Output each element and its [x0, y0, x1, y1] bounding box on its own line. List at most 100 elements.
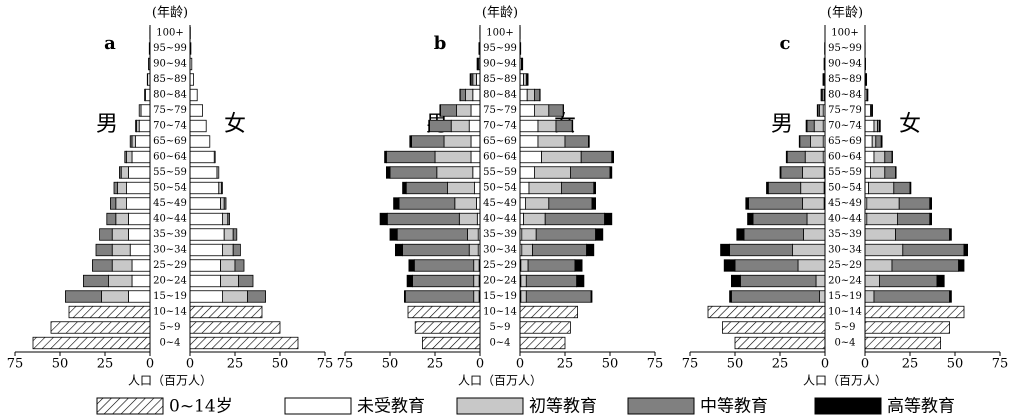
legend-label: 初等教育: [529, 397, 597, 417]
age-label: 85~89: [153, 74, 187, 85]
bar-segment: [864, 181, 869, 195]
age-label: 95~99: [153, 43, 187, 54]
bar-segment: [766, 181, 769, 195]
legend-swatch: [814, 397, 882, 415]
x-axis-label: 人口（百万人）: [803, 374, 887, 388]
x-tick-label: 50: [947, 357, 964, 372]
bar-segment: [475, 197, 481, 210]
age-label: 30~34: [153, 245, 187, 256]
bar-segment: [213, 150, 216, 164]
bar-segment: [813, 119, 824, 133]
age-label: 60~64: [483, 152, 517, 163]
bar-segment: [722, 321, 826, 334]
bar-segment: [447, 181, 476, 195]
bar-segment: [428, 119, 431, 133]
x-tick-label: 75: [992, 357, 1009, 372]
bar-segment: [519, 336, 566, 350]
bar-segment: [909, 181, 912, 195]
bar-segment: [609, 166, 613, 179]
bar-segment: [595, 228, 604, 241]
bar-segment: [864, 290, 875, 303]
panel-label: b: [434, 33, 447, 54]
bar-segment: [532, 243, 587, 257]
bar-segment: [386, 212, 460, 226]
bar-segment: [389, 166, 438, 179]
bar-segment: [571, 119, 574, 133]
female-label: 女: [899, 112, 921, 137]
age-label: 55~59: [483, 167, 517, 178]
bar-segment: [65, 290, 102, 303]
y-axis-label: (年龄): [827, 6, 863, 21]
age-label: 80~84: [828, 90, 862, 101]
bar-segment: [144, 88, 146, 102]
bar-segment: [131, 274, 151, 288]
bar-segment: [469, 73, 472, 86]
bar-segment: [798, 135, 801, 148]
age-label: 90~94: [153, 59, 187, 70]
bar-segment: [521, 228, 537, 241]
bar-segment: [232, 243, 241, 257]
bar-segment: [731, 290, 821, 303]
bar-segment: [227, 212, 231, 226]
bar-segment: [127, 212, 151, 226]
x-axis-label: 人口（百万人）: [128, 374, 212, 388]
bar-segment: [189, 336, 299, 350]
bar-segment: [110, 197, 117, 210]
bar-segment: [528, 181, 562, 195]
bar-segment: [221, 290, 248, 303]
bar-segment: [720, 243, 730, 257]
bar-segment: [864, 243, 904, 257]
bar-segment: [393, 197, 400, 210]
bar-segment: [474, 181, 481, 195]
legend-label: 高等教育: [887, 397, 955, 417]
bar-segment: [723, 259, 736, 272]
bar-segment: [870, 166, 886, 179]
age-label: 100+: [156, 28, 183, 39]
bar-segment: [519, 305, 578, 319]
bar-segment: [561, 181, 595, 195]
bar-segment: [409, 135, 412, 148]
bar-segment: [127, 166, 151, 179]
age-label: 100+: [831, 28, 858, 39]
bar-segment: [119, 166, 122, 179]
bar-segment: [385, 150, 436, 164]
male-label: 男: [96, 112, 118, 137]
bar-segment: [138, 119, 151, 133]
bar-segment: [120, 166, 129, 179]
bar-segment: [189, 305, 263, 319]
bar-segment: [570, 166, 611, 179]
bar-segment: [234, 259, 245, 272]
bar-segment: [189, 166, 218, 179]
bar-segment: [384, 150, 387, 164]
bar-segment: [580, 150, 613, 164]
bar-segment: [819, 104, 824, 117]
bar-segment: [238, 274, 254, 288]
bar-segment: [743, 228, 804, 241]
age-label: 85~89: [828, 74, 862, 85]
panel-label: a: [104, 33, 116, 54]
bar-segment: [189, 274, 222, 288]
x-tick-label: 75: [682, 357, 699, 372]
bar-segment: [115, 197, 128, 210]
bar-segment: [443, 135, 472, 148]
bar-segment: [189, 135, 211, 148]
bar-segment: [525, 197, 550, 210]
bar-segment: [864, 321, 950, 334]
bar-segment: [189, 290, 223, 303]
bar-segment: [535, 228, 597, 241]
age-label: 40~44: [483, 214, 517, 225]
bar-segment: [220, 197, 225, 210]
bar-segment: [525, 290, 592, 303]
bar-segment: [468, 119, 481, 133]
bar-segment: [879, 274, 938, 288]
bar-segment: [864, 150, 875, 164]
x-tick-label: 75: [7, 357, 24, 372]
age-label: 45~49: [483, 198, 517, 209]
bar-segment: [873, 150, 886, 164]
bar-segment: [525, 274, 578, 288]
bar-segment: [747, 212, 754, 226]
legend-swatch: [284, 397, 352, 415]
bar-segment: [68, 305, 151, 319]
bar-segment: [534, 88, 541, 102]
x-tick-label: 25: [227, 357, 244, 372]
